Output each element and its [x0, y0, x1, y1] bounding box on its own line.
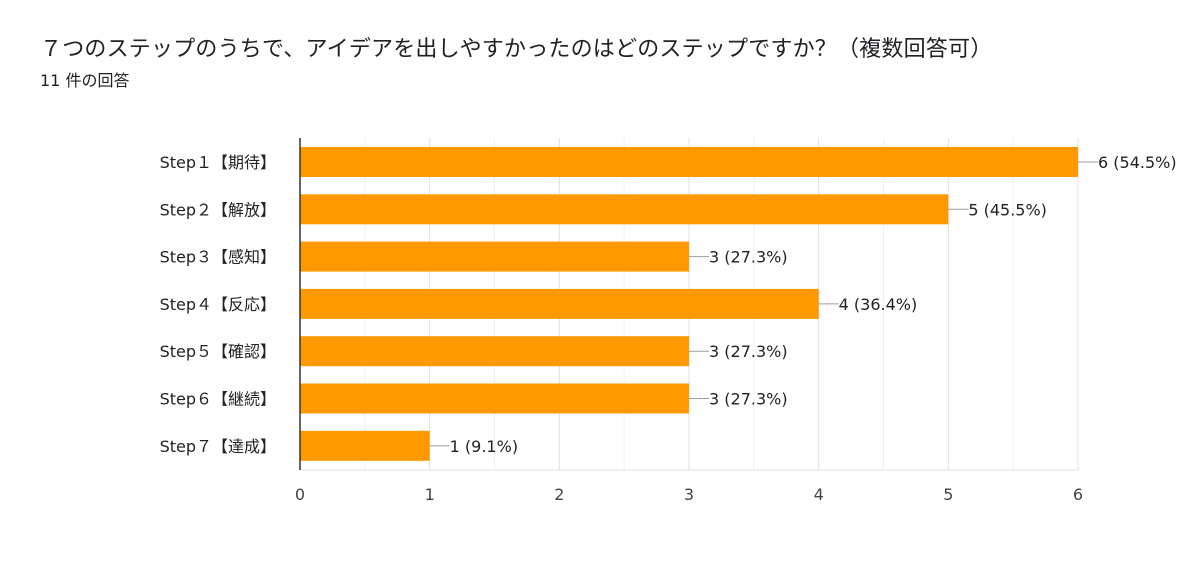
bar-4[interactable] [300, 288, 819, 319]
x-tick-label-4: 4 [814, 485, 824, 504]
bar-5[interactable] [300, 336, 689, 367]
data-label-3: 3 (27.3%) [709, 248, 788, 267]
category-label-6: Step６【継続】 [160, 390, 276, 409]
category-label-1: Step１【期待】 [160, 153, 276, 172]
x-tick-label-2: 2 [554, 485, 564, 504]
chart-title: ７つのステップのうちで、アイデアを出しやすかったのはどのステップですか？（複数回… [40, 37, 993, 62]
data-label-5: 3 (27.3%) [709, 342, 788, 361]
labels: 6 (54.5%) Step１【期待】 5 (45.5%) Step２【解放】 3 (2… [160, 153, 1177, 456]
x-tick-label-1: 1 [425, 485, 435, 504]
bar-6[interactable] [300, 383, 689, 414]
x-tick-label-5: 5 [943, 485, 953, 504]
axes: 0 1 2 3 4 5 6 [295, 138, 1083, 504]
data-label-6: 3 (27.3%) [709, 390, 788, 409]
x-tick-label-0: 0 [295, 485, 305, 504]
bar-2[interactable] [300, 194, 949, 225]
x-tick-label-6: 6 [1073, 485, 1083, 504]
data-label-4: 4 (36.4%) [839, 295, 918, 314]
chart-header: ７つのステップのうちで、アイデアを出しやすかったのはどのステップですか？（複数回… [40, 34, 1180, 92]
category-label-4: Step４【反応】 [160, 295, 276, 314]
category-label-7: Step７【達成】 [160, 437, 276, 456]
data-label-2: 5 (45.5%) [968, 200, 1047, 219]
bar-1[interactable] [300, 147, 1078, 177]
category-label-2: Step２【解放】 [160, 200, 276, 219]
category-label-5: Step５【確認】 [160, 342, 276, 361]
response-count: 11 件の回答 [40, 71, 130, 90]
category-label-3: Step３【感知】 [160, 248, 276, 267]
bars [300, 147, 1078, 461]
data-label-7: 1 (9.1%) [450, 437, 518, 456]
x-tick-label-3: 3 [684, 485, 694, 504]
bar-7[interactable] [300, 430, 430, 461]
bar-3[interactable] [300, 241, 689, 272]
data-label-1: 6 (54.5%) [1098, 153, 1177, 172]
